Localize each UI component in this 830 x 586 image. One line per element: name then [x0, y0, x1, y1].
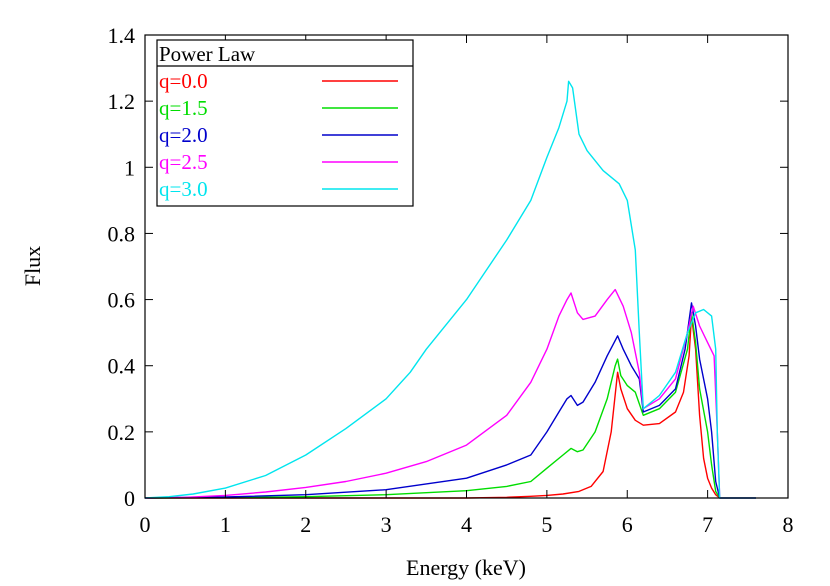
y-tick-label: 0.2 — [108, 420, 136, 445]
x-tick-label: 8 — [783, 512, 794, 537]
legend-entries: q=0.0 q=1.5 q=2.0 q=2.5 q=3.0 — [159, 69, 398, 201]
series-line-0 — [145, 315, 756, 499]
y-tick-label: 1 — [124, 155, 135, 180]
x-tick-label: 4 — [461, 512, 472, 537]
series-line-4 — [144, 80, 756, 499]
legend-title: Power Law — [159, 42, 256, 66]
x-tick-label: 0 — [140, 512, 151, 537]
series-layer — [144, 80, 756, 499]
y-tick-label: 1.4 — [108, 23, 136, 48]
legend-label-2: q=2.0 — [159, 123, 208, 147]
x-tick-label: 1 — [220, 512, 231, 537]
legend: Power Law q=0.0 q=1.5 q=2.0 q=2.5 q=3.0 — [156, 39, 414, 207]
y-tick-label: 0 — [124, 486, 135, 511]
series-line-1 — [144, 312, 756, 499]
x-tick-label: 5 — [541, 512, 552, 537]
x-tick-label: 7 — [702, 512, 713, 537]
axis-ticks — [144, 34, 789, 499]
y-tick-label: 0.6 — [108, 288, 136, 313]
legend-box — [156, 39, 414, 207]
y-tick-label: 1.2 — [108, 89, 136, 114]
series-line-3 — [144, 288, 756, 499]
x-tick-label: 2 — [300, 512, 311, 537]
x-tick-label: 6 — [622, 512, 633, 537]
y-tick-label: 0.4 — [108, 354, 136, 379]
y-tick-label: 0.8 — [108, 221, 136, 246]
x-tick-label: 3 — [381, 512, 392, 537]
legend-label-1: q=1.5 — [159, 96, 208, 120]
x-axis-label: Energy (keV) — [406, 555, 526, 580]
legend-label-0: q=0.0 — [159, 69, 208, 93]
series-line-2 — [144, 302, 756, 499]
axis-tick-labels: 0 1 2 3 4 5 6 7 8 0 0.2 0.4 0.6 0.8 1 1.2 1.4 — [108, 23, 794, 537]
legend-label-4: q=3.0 — [159, 177, 208, 201]
y-axis-label: Flux — [20, 246, 45, 286]
legend-label-3: q=2.5 — [159, 150, 208, 174]
